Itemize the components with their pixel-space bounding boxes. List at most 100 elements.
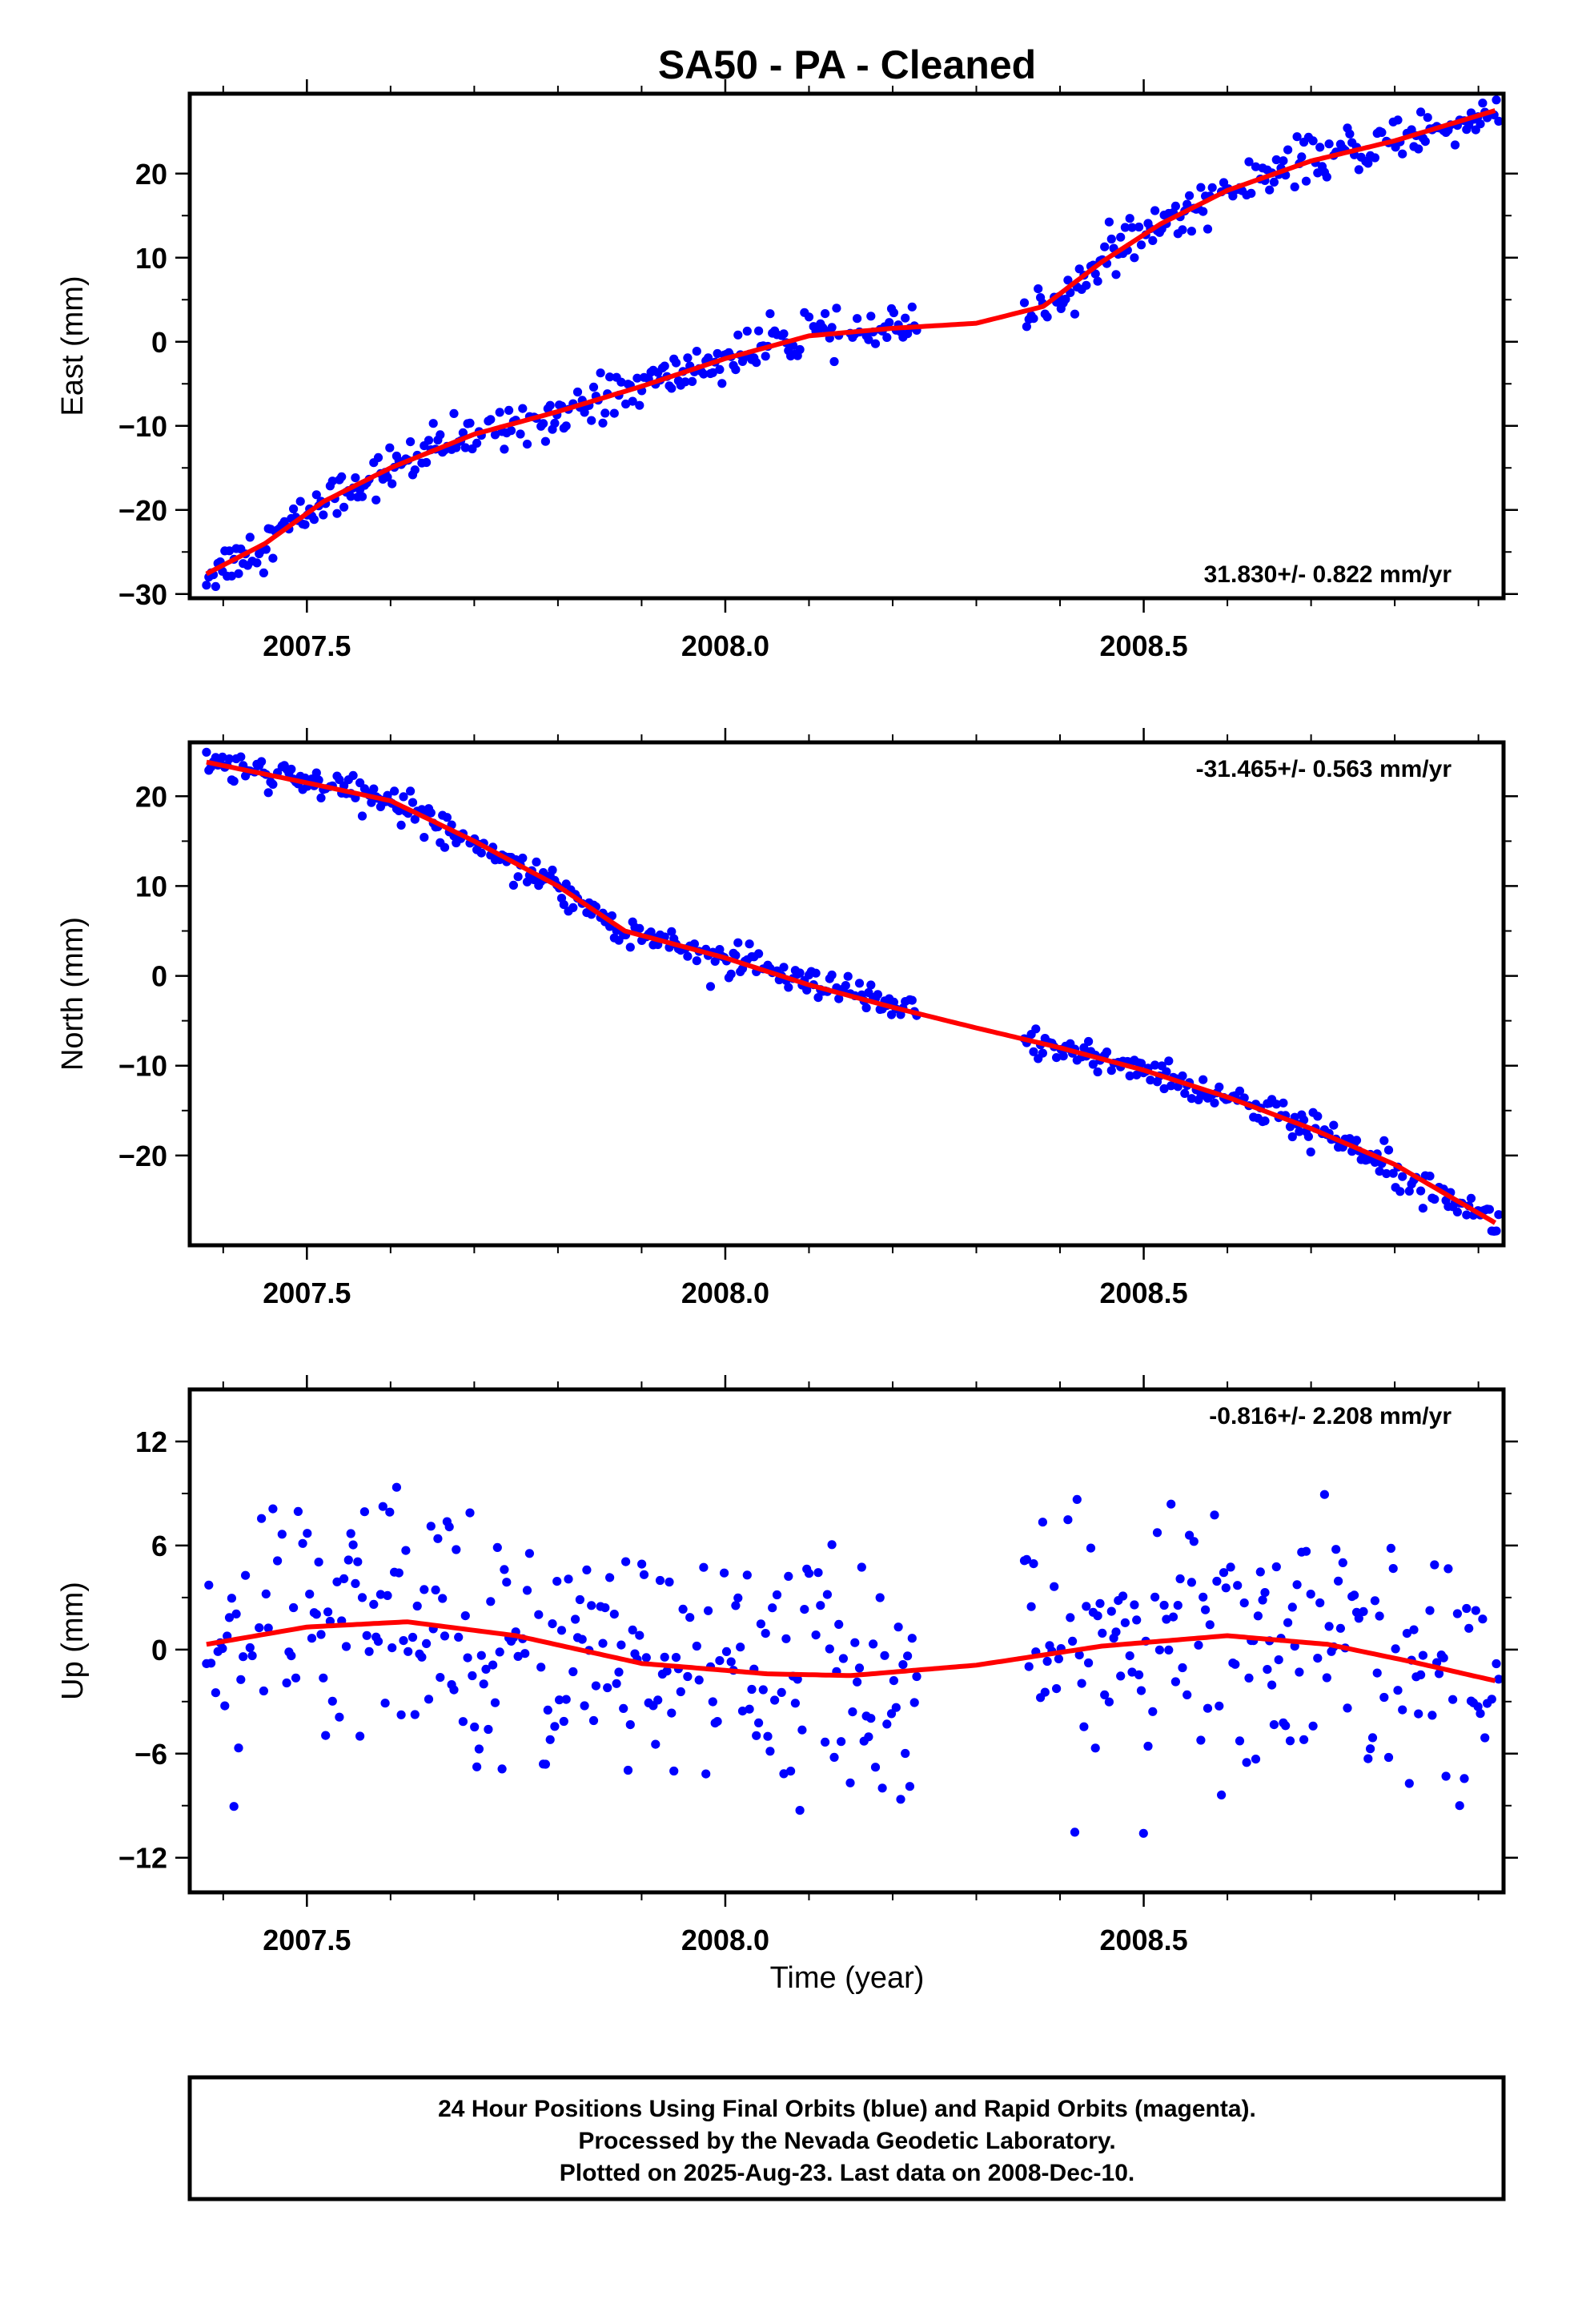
data-point (1494, 1210, 1504, 1220)
data-point (1231, 1659, 1240, 1669)
data-point (1313, 1112, 1323, 1121)
data-point (837, 1737, 846, 1747)
data-point (710, 956, 720, 966)
data-point (291, 1673, 301, 1683)
data-point (373, 452, 383, 463)
data-point (460, 1611, 470, 1621)
x-tick-label: 2008.0 (681, 1924, 769, 1956)
data-point (857, 1562, 866, 1572)
data-point (543, 1705, 552, 1715)
data-point (754, 326, 764, 336)
data-point (341, 1642, 351, 1651)
data-point (1269, 1720, 1279, 1730)
data-point (802, 985, 812, 995)
data-point (912, 1671, 921, 1682)
data-point (701, 1769, 711, 1779)
data-point (1395, 1187, 1405, 1196)
panel-frame (187, 740, 1506, 1248)
data-point (901, 1748, 910, 1759)
data-point (502, 1578, 512, 1587)
data-point (742, 326, 752, 336)
data-point (1299, 1735, 1309, 1744)
data-point (259, 568, 268, 578)
data-point (1297, 152, 1307, 162)
footer-line-1: 24 Hour Positions Using Final Orbits (bl… (438, 2096, 1256, 2122)
data-point (705, 982, 716, 991)
data-point (486, 1597, 496, 1606)
data-point (1287, 1132, 1297, 1142)
data-point (385, 443, 395, 452)
data-point (534, 1610, 544, 1619)
data-point (559, 900, 568, 910)
data-point (1134, 1670, 1144, 1679)
data-point (295, 497, 305, 506)
data-point (220, 1701, 230, 1711)
data-point (1322, 172, 1331, 182)
data-point (768, 1603, 777, 1613)
data-point (1476, 119, 1485, 129)
data-point (314, 1558, 323, 1567)
data-point (263, 788, 273, 798)
data-point (532, 857, 541, 866)
data-point (353, 1557, 363, 1566)
x-tick-label: 2008.0 (681, 629, 769, 662)
data-point (1029, 1047, 1038, 1056)
data-point (1484, 1204, 1494, 1214)
data-point (1182, 199, 1192, 209)
data-point (287, 1651, 296, 1661)
y-axis-label-east: East (mm) (56, 275, 90, 416)
data-point (234, 1743, 243, 1753)
data-point (465, 418, 475, 428)
data-point (761, 1629, 770, 1638)
data-point (667, 927, 677, 936)
data-point (621, 1557, 631, 1566)
data-point (616, 377, 626, 387)
data-point (1201, 1605, 1211, 1614)
data-point (683, 353, 693, 363)
data-point (1185, 191, 1195, 200)
data-point (1082, 1602, 1091, 1611)
data-point (564, 1574, 573, 1584)
x-tick-label: 2008.5 (1099, 1924, 1187, 1956)
data-point (1116, 232, 1126, 242)
data-point (1255, 1567, 1265, 1577)
data-point (873, 990, 882, 999)
data-point (241, 1570, 251, 1580)
data-point (490, 430, 500, 440)
data-point (678, 1604, 688, 1614)
data-point (1274, 1655, 1283, 1665)
data-point (343, 1555, 353, 1565)
data-point (1118, 1591, 1128, 1601)
data-point (316, 793, 326, 803)
data-point (676, 1687, 685, 1697)
data-point (1143, 1741, 1153, 1751)
data-point (442, 813, 452, 822)
data-point (561, 421, 571, 431)
data-point (1287, 1602, 1297, 1612)
data-point (1452, 1609, 1462, 1618)
data-point (704, 353, 713, 363)
data-point (1414, 144, 1423, 154)
data-point (1029, 314, 1038, 324)
data-point (458, 1717, 468, 1727)
data-point (692, 956, 701, 966)
data-point (772, 1590, 782, 1600)
data-point (582, 1565, 592, 1574)
data-point (412, 1601, 422, 1611)
data-point (745, 939, 754, 949)
data-point (440, 842, 450, 852)
data-point (853, 1677, 862, 1687)
data-point (754, 1718, 764, 1727)
data-point (717, 379, 727, 388)
data-point (1127, 1667, 1137, 1677)
data-point (752, 358, 761, 368)
data-point (866, 312, 876, 321)
data-point (726, 969, 736, 979)
data-point (635, 923, 644, 933)
data-point (314, 775, 323, 785)
data-point (1494, 116, 1504, 126)
data-point (1132, 1615, 1142, 1625)
data-point (893, 1622, 903, 1632)
data-point (362, 1630, 371, 1640)
data-point (518, 853, 528, 863)
